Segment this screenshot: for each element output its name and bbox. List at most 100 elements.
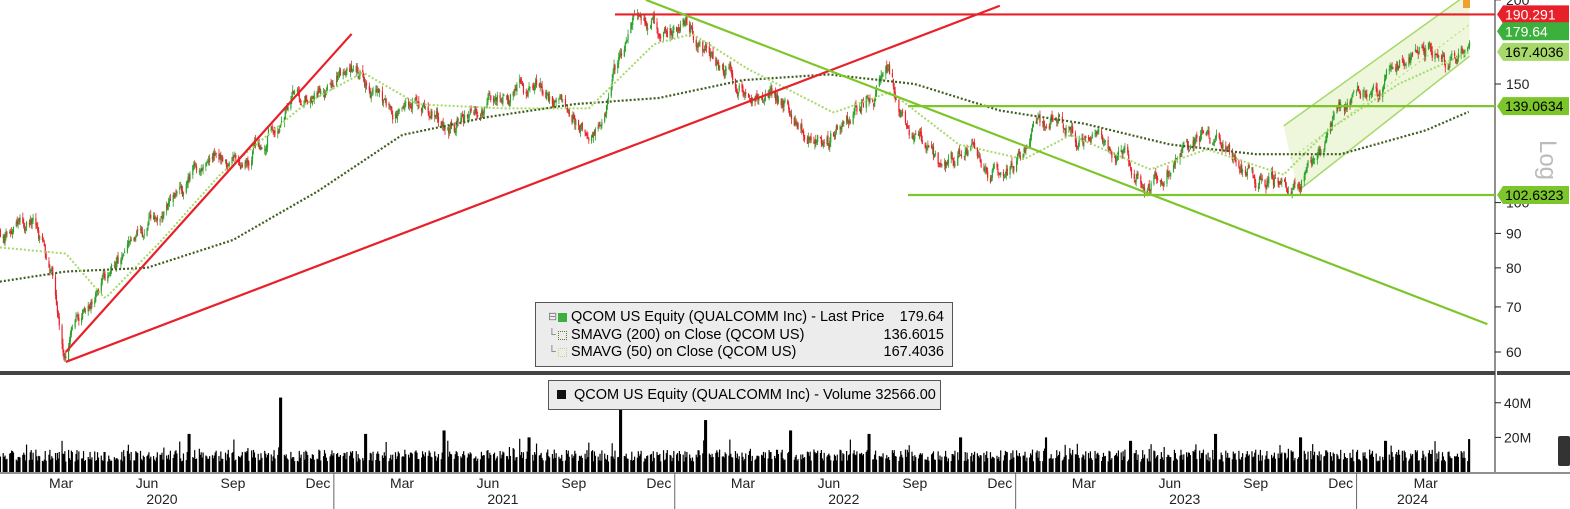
candle-body	[70, 327, 72, 335]
candle-body	[88, 305, 90, 308]
candle-body	[522, 84, 525, 94]
candle-body	[215, 153, 217, 155]
candle-body	[488, 93, 490, 100]
candle-body	[1345, 105, 1347, 110]
candle-body	[830, 133, 832, 143]
candle-body	[1293, 183, 1295, 189]
candle-body	[905, 123, 907, 126]
candle-body	[404, 102, 406, 109]
candle-body	[342, 72, 344, 76]
candle-body	[747, 93, 750, 97]
candle-body	[1133, 173, 1135, 180]
candle-body	[227, 165, 229, 167]
candle-body	[372, 90, 374, 92]
candle-body	[938, 162, 940, 164]
candle-body	[991, 169, 993, 178]
x-tick-label: Jun	[136, 475, 159, 491]
candle-body	[1356, 86, 1359, 91]
candle-body	[1192, 140, 1194, 148]
candle-body	[514, 88, 516, 91]
candle-body	[506, 96, 508, 98]
candle-body	[992, 167, 994, 171]
candle-body	[1030, 132, 1033, 137]
candle-body	[848, 120, 851, 123]
candle-body	[732, 73, 734, 80]
candle-body	[579, 125, 582, 133]
candle-body	[965, 149, 967, 154]
candle-body	[1244, 170, 1247, 174]
candle-body	[690, 26, 692, 33]
candle-body	[847, 120, 850, 124]
candle-body	[115, 262, 117, 269]
candle-body	[1120, 149, 1122, 153]
candle-body	[1142, 187, 1144, 189]
candle-body	[9, 232, 11, 234]
candle-body	[126, 244, 129, 253]
candle-body	[734, 78, 737, 89]
candle-body	[36, 225, 38, 227]
candle-body	[277, 131, 279, 134]
candle-body	[573, 113, 575, 119]
candle-body	[388, 103, 390, 106]
candle-body	[789, 113, 792, 116]
candle-body	[100, 283, 102, 292]
candle-body	[1214, 135, 1217, 140]
candle-body	[371, 91, 373, 93]
candle-body	[508, 102, 511, 105]
candle-body	[397, 110, 399, 115]
candle-body	[1323, 150, 1325, 153]
candle-body	[187, 176, 189, 183]
candle-body	[251, 160, 253, 167]
candle-body	[1366, 94, 1368, 97]
candle-body	[1338, 101, 1340, 108]
candle-body	[1069, 127, 1071, 130]
candle-body	[868, 98, 870, 102]
candle-body	[1327, 133, 1329, 135]
candle-body	[619, 54, 621, 59]
candle-body	[238, 160, 241, 166]
candle-body	[947, 158, 950, 164]
candle-body	[783, 101, 785, 107]
candle-body	[817, 135, 819, 142]
scroll-handle	[1558, 436, 1570, 466]
candle-body	[1011, 162, 1013, 167]
candle-body	[1111, 152, 1113, 158]
candle-body	[957, 155, 959, 166]
candle-body	[39, 235, 41, 240]
candle-body	[801, 123, 803, 131]
candle-body	[101, 277, 103, 284]
candle-body	[678, 29, 681, 31]
candle-body	[958, 150, 960, 155]
candle-body	[1128, 154, 1130, 162]
candle-body	[481, 111, 483, 115]
candle-body	[32, 217, 34, 221]
candle-body	[28, 223, 30, 225]
candle-body	[428, 111, 430, 117]
candle-body	[1326, 133, 1328, 142]
candle-body	[1312, 158, 1314, 164]
candle-body	[1098, 129, 1100, 131]
candle-body	[767, 94, 769, 98]
candle-body	[1353, 90, 1355, 92]
candle-body	[1278, 181, 1280, 185]
candle-body	[664, 27, 667, 31]
candle-body	[421, 108, 423, 112]
candle-body	[874, 98, 876, 107]
candle-body	[1130, 168, 1133, 176]
candle-body	[1281, 179, 1283, 182]
candle-body	[1231, 150, 1233, 161]
candle-body	[455, 123, 457, 133]
candle-body	[359, 71, 361, 76]
candle-body	[1274, 177, 1276, 179]
candle-body	[324, 93, 327, 98]
candle-body	[1044, 127, 1047, 129]
candle-body	[320, 91, 322, 95]
candle-body	[113, 264, 115, 266]
candle-body	[1279, 181, 1281, 185]
candle-body	[881, 75, 883, 77]
candle-body	[1017, 151, 1020, 155]
candle-body	[1089, 138, 1091, 142]
candle-body	[1052, 118, 1054, 121]
x-year-label: 2024	[1397, 491, 1428, 507]
candle-body	[189, 173, 191, 180]
